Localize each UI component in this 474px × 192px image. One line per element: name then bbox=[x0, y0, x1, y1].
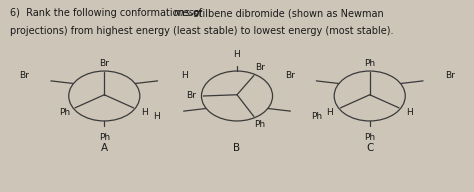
Text: H: H bbox=[326, 108, 333, 117]
Text: H: H bbox=[154, 112, 160, 121]
Text: Br: Br bbox=[255, 63, 265, 72]
Text: B: B bbox=[233, 143, 241, 153]
Text: Br: Br bbox=[186, 92, 196, 100]
Text: H: H bbox=[141, 108, 148, 117]
Text: H: H bbox=[181, 71, 188, 80]
Text: meso: meso bbox=[174, 8, 201, 18]
Text: Br: Br bbox=[100, 59, 109, 68]
Text: projections) from highest energy (least stable) to lowest energy (most stable).: projections) from highest energy (least … bbox=[10, 26, 393, 36]
Text: Ph: Ph bbox=[99, 133, 110, 142]
Text: Br: Br bbox=[445, 71, 455, 80]
Text: C: C bbox=[366, 143, 374, 153]
Text: Ph: Ph bbox=[364, 133, 375, 142]
Text: 6)  Rank the following conformations of: 6) Rank the following conformations of bbox=[10, 8, 205, 18]
Text: H: H bbox=[234, 50, 240, 59]
Text: -stilbene dibromide (shown as Newman: -stilbene dibromide (shown as Newman bbox=[191, 8, 384, 18]
Text: Br: Br bbox=[19, 71, 29, 80]
Text: H: H bbox=[406, 108, 413, 117]
Text: Ph: Ph bbox=[311, 112, 323, 121]
Text: Ph: Ph bbox=[59, 108, 70, 117]
Text: Ph: Ph bbox=[255, 120, 265, 129]
Text: Br: Br bbox=[285, 71, 295, 80]
Text: A: A bbox=[100, 143, 108, 153]
Text: Ph: Ph bbox=[364, 59, 375, 68]
